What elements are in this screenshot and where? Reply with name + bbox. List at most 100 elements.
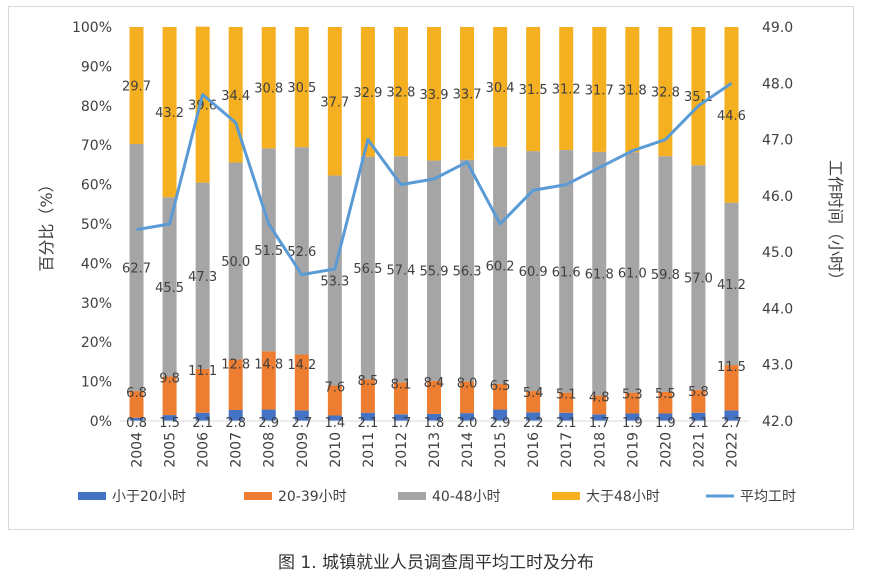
bar-segment <box>261 351 276 410</box>
bar-segment <box>327 415 342 421</box>
y-left-tick-label: 70% <box>81 138 112 154</box>
y-right-axis-title: 工作时间（小时） <box>826 160 845 288</box>
bar-segment <box>691 412 706 421</box>
data-label: 1.4 <box>324 416 345 431</box>
y-left-tick-label: 20% <box>81 335 112 351</box>
legend-swatch <box>78 492 106 500</box>
data-label: 14.2 <box>287 358 316 373</box>
bar-segment <box>526 27 541 152</box>
data-label: 31.8 <box>618 84 647 99</box>
x-category-label: 2008 <box>262 432 278 468</box>
x-category-label: 2022 <box>724 432 740 468</box>
bar-segment <box>592 27 607 152</box>
data-label: 50.0 <box>221 255 250 270</box>
data-label: 30.4 <box>486 81 515 96</box>
bar-segment <box>393 27 408 157</box>
data-label: 2.7 <box>721 416 742 431</box>
bar-segment <box>691 389 706 413</box>
bar-segment <box>129 144 144 392</box>
data-label: 5.8 <box>688 385 709 400</box>
data-label: 30.5 <box>287 81 316 96</box>
data-label: 1.8 <box>424 416 445 431</box>
y-left-tick-label: 10% <box>81 375 112 391</box>
x-category-label: 2007 <box>229 432 245 468</box>
bar-segment <box>327 27 342 176</box>
bar-segment <box>493 383 508 410</box>
y-right-tick-label: 45.0 <box>762 245 793 261</box>
y-left-tick-label: 50% <box>81 217 112 233</box>
x-category-label: 2009 <box>295 432 311 468</box>
bar-segment <box>360 156 375 380</box>
data-label: 51.5 <box>254 244 283 259</box>
data-label: 2.2 <box>523 416 544 431</box>
bar-segment <box>658 156 673 392</box>
y-right-tick-label: 48.0 <box>762 76 793 92</box>
data-label: 37.7 <box>320 95 349 110</box>
bar-segment <box>658 413 673 421</box>
bar-segment <box>393 382 408 415</box>
y-left-tick-label: 90% <box>81 59 112 75</box>
data-label: 30.8 <box>254 82 283 97</box>
y-left-tick-label: 60% <box>81 178 112 194</box>
y-left-tick-label: 100% <box>72 20 112 36</box>
data-label: 56.5 <box>353 262 382 277</box>
data-label: 62.7 <box>122 262 151 277</box>
data-label: 61.8 <box>585 268 614 283</box>
bar-segment <box>228 409 243 421</box>
data-label: 59.8 <box>651 268 680 283</box>
data-label: 8.4 <box>424 376 445 391</box>
y-left-tick-label: 30% <box>81 296 112 312</box>
data-label: 0.8 <box>126 416 147 431</box>
bar-segment <box>460 159 475 382</box>
legend-label: 20-39小时 <box>278 489 347 505</box>
data-label: 33.9 <box>420 88 449 103</box>
bar-segment <box>360 27 375 157</box>
legend-label: 40-48小时 <box>432 489 501 505</box>
bar-segment <box>526 391 541 413</box>
bar-segment <box>393 156 408 383</box>
bar-segment <box>460 413 475 421</box>
bar-segment <box>724 365 739 411</box>
bar-segment <box>129 417 144 421</box>
y-right-tick-label: 46.0 <box>762 189 793 205</box>
bar-segment <box>195 412 210 421</box>
data-label: 34.4 <box>221 89 250 104</box>
y-right-tick-label: 47.0 <box>762 133 793 149</box>
y-right-tick-label: 44.0 <box>762 301 793 317</box>
bar-segment <box>625 27 640 153</box>
x-category-label: 2006 <box>196 432 212 468</box>
data-label: 60.9 <box>519 265 548 280</box>
data-label: 60.2 <box>486 259 515 274</box>
bar-segment <box>493 146 508 384</box>
figure-caption: 图 1. 城镇就业人员调查周平均工时及分布 <box>277 553 595 573</box>
legend-swatch <box>552 492 580 500</box>
bar-segment <box>294 410 309 421</box>
data-label: 31.5 <box>519 83 548 98</box>
y-left-tick-label: 0% <box>90 414 112 430</box>
bar-segment <box>460 381 475 414</box>
bar-segment <box>427 160 441 381</box>
y-right-tick-label: 42.0 <box>762 414 793 430</box>
x-category-label: 2019 <box>625 432 641 468</box>
data-label: 45.5 <box>155 281 184 296</box>
chart-frame <box>8 6 854 530</box>
data-label: 1.9 <box>622 416 643 431</box>
data-label: 31.2 <box>552 82 581 97</box>
bar-segment <box>393 414 408 421</box>
data-label: 52.6 <box>287 245 316 260</box>
data-label: 8.1 <box>391 377 412 392</box>
x-category-label: 2020 <box>658 432 674 468</box>
data-label: 55.9 <box>420 265 449 280</box>
bar-segment <box>658 27 673 157</box>
data-label: 1.9 <box>655 416 676 431</box>
data-label: 2.1 <box>192 416 213 431</box>
x-category-label: 2021 <box>691 432 707 468</box>
bar-segment <box>724 410 739 421</box>
bar-segment <box>691 165 706 390</box>
data-label: 5.4 <box>523 386 544 401</box>
data-label: 2.0 <box>457 416 478 431</box>
bar-segment <box>559 412 574 421</box>
data-label: 32.8 <box>386 86 415 101</box>
x-category-label: 2013 <box>427 432 443 468</box>
bar-segment <box>427 413 441 421</box>
